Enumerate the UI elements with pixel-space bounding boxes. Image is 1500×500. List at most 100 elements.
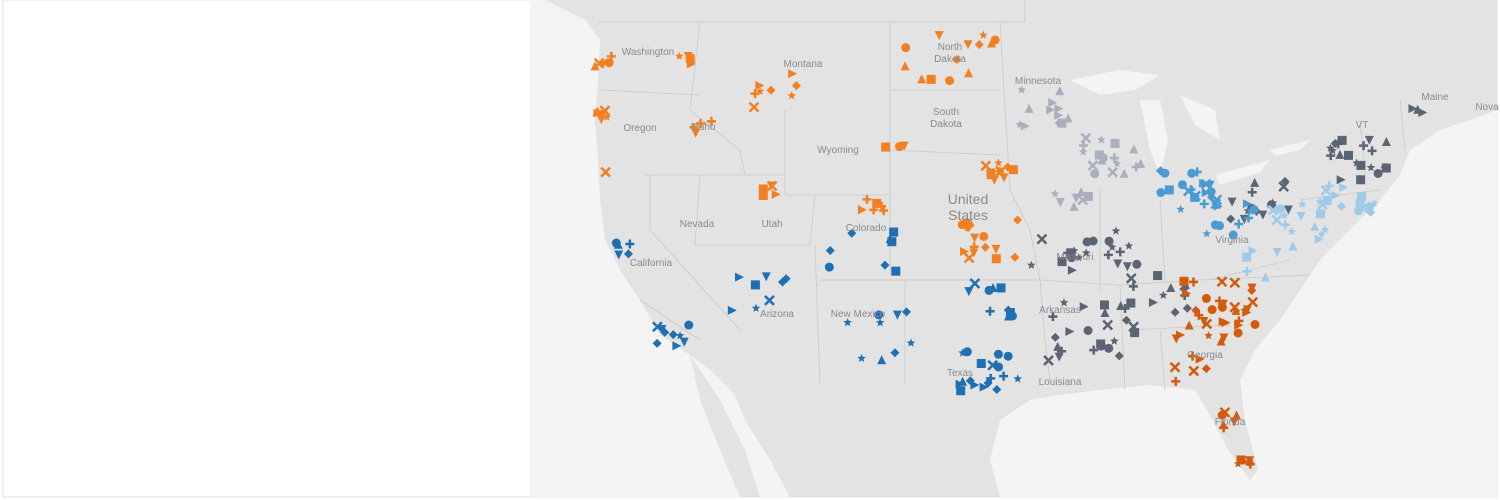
label-line: New Mexico — [831, 309, 886, 320]
marker — [1287, 227, 1296, 236]
marker — [1102, 319, 1114, 331]
marker — [625, 239, 635, 249]
state-label: Washington — [622, 47, 674, 58]
label-line: Georgia — [1187, 350, 1223, 361]
marker — [1314, 234, 1324, 244]
marker — [787, 91, 797, 100]
marker — [623, 249, 633, 259]
marker — [999, 173, 1009, 183]
marker — [1181, 288, 1191, 298]
marker — [889, 227, 899, 237]
marker — [1330, 139, 1340, 149]
marker — [958, 376, 968, 386]
label-line: Florida — [1215, 417, 1246, 428]
marker — [748, 101, 760, 113]
marker — [1226, 214, 1236, 224]
marker — [1057, 346, 1067, 356]
marker — [1199, 316, 1209, 326]
marker — [1065, 326, 1075, 336]
marker — [1357, 192, 1367, 202]
marker — [1242, 266, 1252, 276]
label-line: Colorado — [846, 223, 887, 234]
marker — [1244, 213, 1254, 223]
marker — [872, 198, 882, 208]
marker — [984, 285, 994, 295]
marker — [1229, 277, 1241, 289]
state-label: Wyoming — [817, 145, 859, 156]
label-line: Dakota — [930, 119, 962, 130]
marker — [1003, 162, 1013, 172]
state-label: VT — [1356, 120, 1369, 131]
marker — [994, 158, 1003, 167]
marker — [1094, 150, 1104, 160]
marker — [969, 248, 979, 258]
marker — [1250, 319, 1260, 329]
marker — [1082, 248, 1091, 257]
label-line: Montana — [784, 59, 823, 70]
marker — [614, 250, 624, 260]
marker — [1210, 198, 1222, 210]
marker — [657, 325, 667, 335]
marker — [675, 331, 685, 340]
state-label: New Mexico — [831, 309, 886, 320]
marker — [1194, 310, 1204, 320]
label-line: United — [948, 191, 988, 207]
marker — [766, 85, 776, 95]
marker — [1188, 365, 1200, 377]
marker — [1057, 118, 1067, 128]
marker — [1339, 182, 1349, 192]
marker — [1097, 135, 1106, 144]
state-label: Georgia — [1187, 350, 1223, 361]
marker — [1320, 225, 1330, 234]
marker — [1055, 86, 1065, 96]
marker — [1366, 163, 1376, 172]
label-line: Washington — [622, 47, 674, 58]
marker — [604, 58, 614, 68]
state-borders — [598, 0, 1406, 391]
marker — [965, 217, 975, 227]
marker — [1110, 138, 1120, 148]
marker — [1242, 199, 1252, 209]
label-line: South — [933, 107, 959, 118]
marker — [1206, 192, 1216, 202]
marker — [1231, 305, 1241, 315]
marker — [1048, 312, 1058, 322]
marker — [1099, 300, 1109, 310]
marker — [1043, 355, 1054, 366]
marker — [1247, 283, 1257, 293]
marker — [1236, 455, 1246, 465]
marker — [1131, 162, 1141, 172]
marker — [1356, 175, 1366, 185]
marker — [877, 355, 887, 365]
marker — [592, 106, 602, 116]
marker — [672, 341, 682, 351]
marker — [1214, 296, 1224, 306]
state-label: Virginia — [1215, 235, 1249, 246]
label-line: Nevada — [680, 219, 715, 230]
marker — [750, 89, 760, 99]
marker — [706, 116, 716, 126]
marker — [1126, 298, 1136, 308]
marker — [689, 122, 699, 132]
marker — [1171, 376, 1181, 386]
state-label: Louisiana — [1039, 377, 1082, 388]
marker — [788, 69, 798, 79]
marker — [892, 310, 902, 320]
marker — [727, 305, 737, 315]
marker — [970, 380, 980, 390]
marker — [1036, 233, 1048, 245]
marker — [1088, 236, 1098, 246]
marker — [1272, 247, 1282, 257]
state-label: Oregon — [623, 123, 656, 134]
marker — [1261, 272, 1271, 282]
marker — [1234, 320, 1244, 330]
marker — [1003, 351, 1013, 361]
marker — [1048, 98, 1058, 108]
state-label: Florida — [1215, 417, 1246, 428]
marker — [979, 231, 989, 241]
marker — [906, 338, 916, 347]
marker — [1003, 311, 1013, 321]
marker — [1201, 293, 1211, 303]
marker — [1057, 257, 1067, 267]
